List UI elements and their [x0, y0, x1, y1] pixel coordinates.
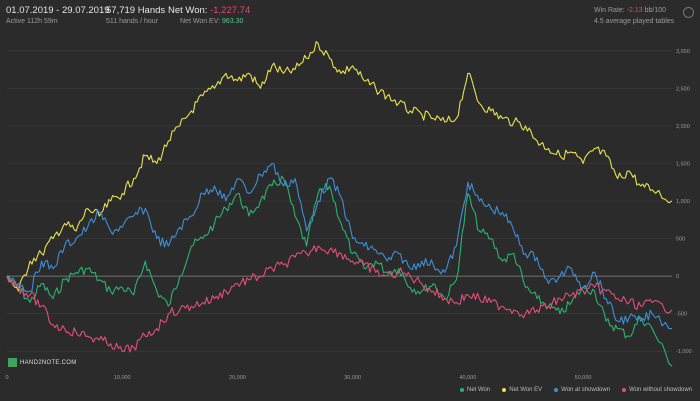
net-won-ev-value: 963.30: [222, 18, 244, 25]
hand2note-logo-icon: [8, 358, 17, 367]
net-won-ev-label: Net Won EV:: [180, 18, 221, 25]
y-tick-label: 500: [676, 237, 685, 243]
series-line-3: [6, 245, 673, 353]
logo-text: HAND2NOTE.COM: [20, 359, 77, 366]
net-won: Net Won: -1,227.74: [168, 5, 250, 16]
y-tick-label: 1,500: [676, 161, 690, 167]
summary-header: 01.07.2019 - 29.07.2019 Active 112h 59m …: [0, 0, 700, 30]
gear-icon[interactable]: [683, 7, 694, 18]
legend-item-3[interactable]: Won without showdown: [622, 387, 692, 393]
net-won-value: -1,227.74: [210, 5, 251, 16]
grid-lines: [7, 50, 672, 352]
legend-item-2[interactable]: Won at showdown: [554, 387, 610, 393]
active-time: Active 112h 59m: [6, 18, 58, 25]
legend-item-0[interactable]: Net Won: [460, 387, 490, 393]
y-tick-label: 2,000: [676, 124, 690, 130]
legend-label: Net Won EV: [509, 387, 543, 393]
x-tick-label: 30,000: [344, 375, 361, 381]
x-tick-label: 20,000: [229, 375, 246, 381]
legend-dot-icon: [554, 388, 559, 392]
x-axis-ticks: 0 10,000 20,000 30,000 40,000 50,000: [5, 375, 591, 381]
y-tick-label: 1,000: [676, 199, 690, 205]
series-line-2: [6, 162, 673, 330]
net-won-ev: Net Won EV: 963.30: [180, 18, 243, 25]
legend-item-1[interactable]: Net Won EV: [502, 387, 542, 393]
y-tick-label: 2,500: [676, 86, 690, 92]
x-tick-label: 50,000: [575, 375, 592, 381]
chart-legend: Net Won Net Won EV Won at showdown Won with…: [460, 387, 692, 393]
hands-rate: 511 hands / hour: [106, 18, 159, 25]
average-tables: 4.5 average played tables: [594, 18, 675, 25]
win-rate-unit: bb/100: [644, 7, 667, 14]
legend-label: Net Won: [467, 387, 491, 393]
hands-count: 57,719 Hands: [106, 5, 166, 16]
legend-dot-icon: [502, 388, 507, 392]
y-axis-ticks: 3,000 2,500 2,000 1,500 1,000 500 0 -500 -1,000: [676, 49, 692, 355]
y-tick-label: -1,000: [676, 349, 692, 355]
date-range[interactable]: 01.07.2019 - 29.07.2019: [6, 5, 110, 16]
series-line-0: [6, 175, 673, 367]
series-lines: [6, 41, 673, 367]
win-rate-value: -2.13: [626, 7, 643, 14]
y-tick-label: 0: [676, 274, 679, 280]
y-tick-label: -500: [676, 312, 687, 318]
x-tick-label: 0: [5, 375, 8, 381]
net-won-label: Net Won:: [168, 5, 208, 16]
y-tick-label: 3,000: [676, 49, 690, 55]
legend-label: Won without showdown: [629, 387, 692, 393]
legend-label: Won at showdown: [561, 387, 611, 393]
legend-dot-icon: [460, 388, 464, 392]
x-tick-label: 40,000: [459, 375, 476, 381]
x-tick-label: 10,000: [114, 375, 131, 381]
win-rate-label: Win Rate:: [594, 7, 625, 14]
legend-dot-icon: [622, 388, 627, 392]
hand2note-logo: HAND2NOTE.COM: [8, 358, 77, 367]
win-rate: Win Rate: -2.13 bb/100: [594, 7, 666, 14]
series-line-1: [6, 41, 673, 292]
